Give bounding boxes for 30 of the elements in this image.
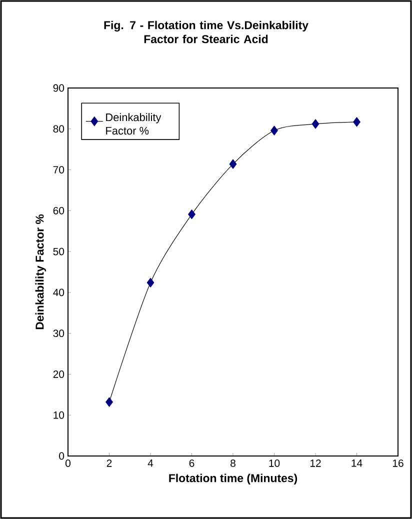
y-tick-label: 0 [59,452,64,460]
point [229,159,237,169]
x-tick-label: 6 [189,460,194,467]
legend-label: Deinkability Factor % [106,113,162,135]
x-tick-label: 0 [66,460,70,467]
y-tick-label: 90 [53,84,64,92]
x-tick-label: 2 [106,460,112,467]
y-tick-label: 10 [54,411,64,419]
x-tick-label: 10 [269,460,280,467]
chart-title: Fig. 7 - Flotation time Vs.Deinkability Factor for Stearic Acid [104,20,308,44]
y-tick-label: 40 [53,288,64,296]
y-tick-label: 50 [53,248,64,256]
x-tick-label: 16 [392,460,404,467]
y-tick-label: 80 [53,125,64,133]
y-tick-label: 70 [53,166,64,174]
point [146,278,154,288]
point [106,397,113,407]
y-tick-label: 30 [53,330,64,338]
x-axis-title: Flotation time (Minutes) [169,474,298,484]
point [270,126,278,136]
y-tick-label: 60 [53,206,64,214]
point [353,117,360,127]
x-tick-label: 4 [148,460,154,467]
y-tick-label: 20 [53,370,64,378]
y-axis-title: Deinkability Factor % [35,214,46,330]
point [312,119,320,129]
x-tick-label: 14 [352,460,362,467]
x-tick-label: 8 [230,460,236,467]
x-tick-label: 12 [310,460,321,467]
point [188,210,196,220]
